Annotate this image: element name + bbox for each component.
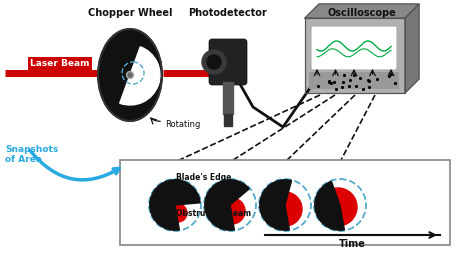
Circle shape [207, 55, 221, 69]
Bar [224, 114, 232, 126]
Text: Blade's Edge: Blade's Edge [167, 174, 231, 184]
Wedge shape [315, 181, 345, 230]
Circle shape [127, 72, 134, 79]
Wedge shape [150, 180, 200, 230]
FancyBboxPatch shape [120, 160, 450, 245]
Text: Chopper Wheel: Chopper Wheel [88, 8, 172, 18]
Bar [223, 82, 233, 114]
Circle shape [314, 179, 366, 231]
Circle shape [259, 179, 311, 231]
Circle shape [319, 188, 357, 226]
Ellipse shape [98, 29, 162, 121]
Circle shape [202, 50, 226, 74]
Circle shape [149, 179, 201, 231]
Circle shape [219, 198, 245, 224]
Polygon shape [305, 4, 419, 18]
FancyBboxPatch shape [309, 72, 399, 89]
Text: Time: Time [338, 239, 365, 249]
FancyBboxPatch shape [209, 39, 247, 85]
Text: Snapshots
of Area: Snapshots of Area [5, 145, 58, 164]
Wedge shape [205, 180, 249, 230]
Text: Laser Beam: Laser Beam [30, 59, 90, 68]
Text: Rotating: Rotating [165, 120, 201, 129]
Wedge shape [260, 180, 292, 230]
Polygon shape [405, 4, 419, 93]
Circle shape [128, 73, 132, 77]
Circle shape [268, 192, 302, 226]
Wedge shape [120, 47, 160, 105]
Circle shape [169, 204, 187, 222]
Text: Photodetector: Photodetector [189, 8, 267, 18]
FancyBboxPatch shape [305, 18, 405, 93]
FancyBboxPatch shape [311, 26, 397, 70]
Text: Obstructed Beam: Obstructed Beam [167, 206, 251, 218]
Circle shape [204, 179, 256, 231]
Text: Oscilloscope: Oscilloscope [328, 8, 396, 18]
